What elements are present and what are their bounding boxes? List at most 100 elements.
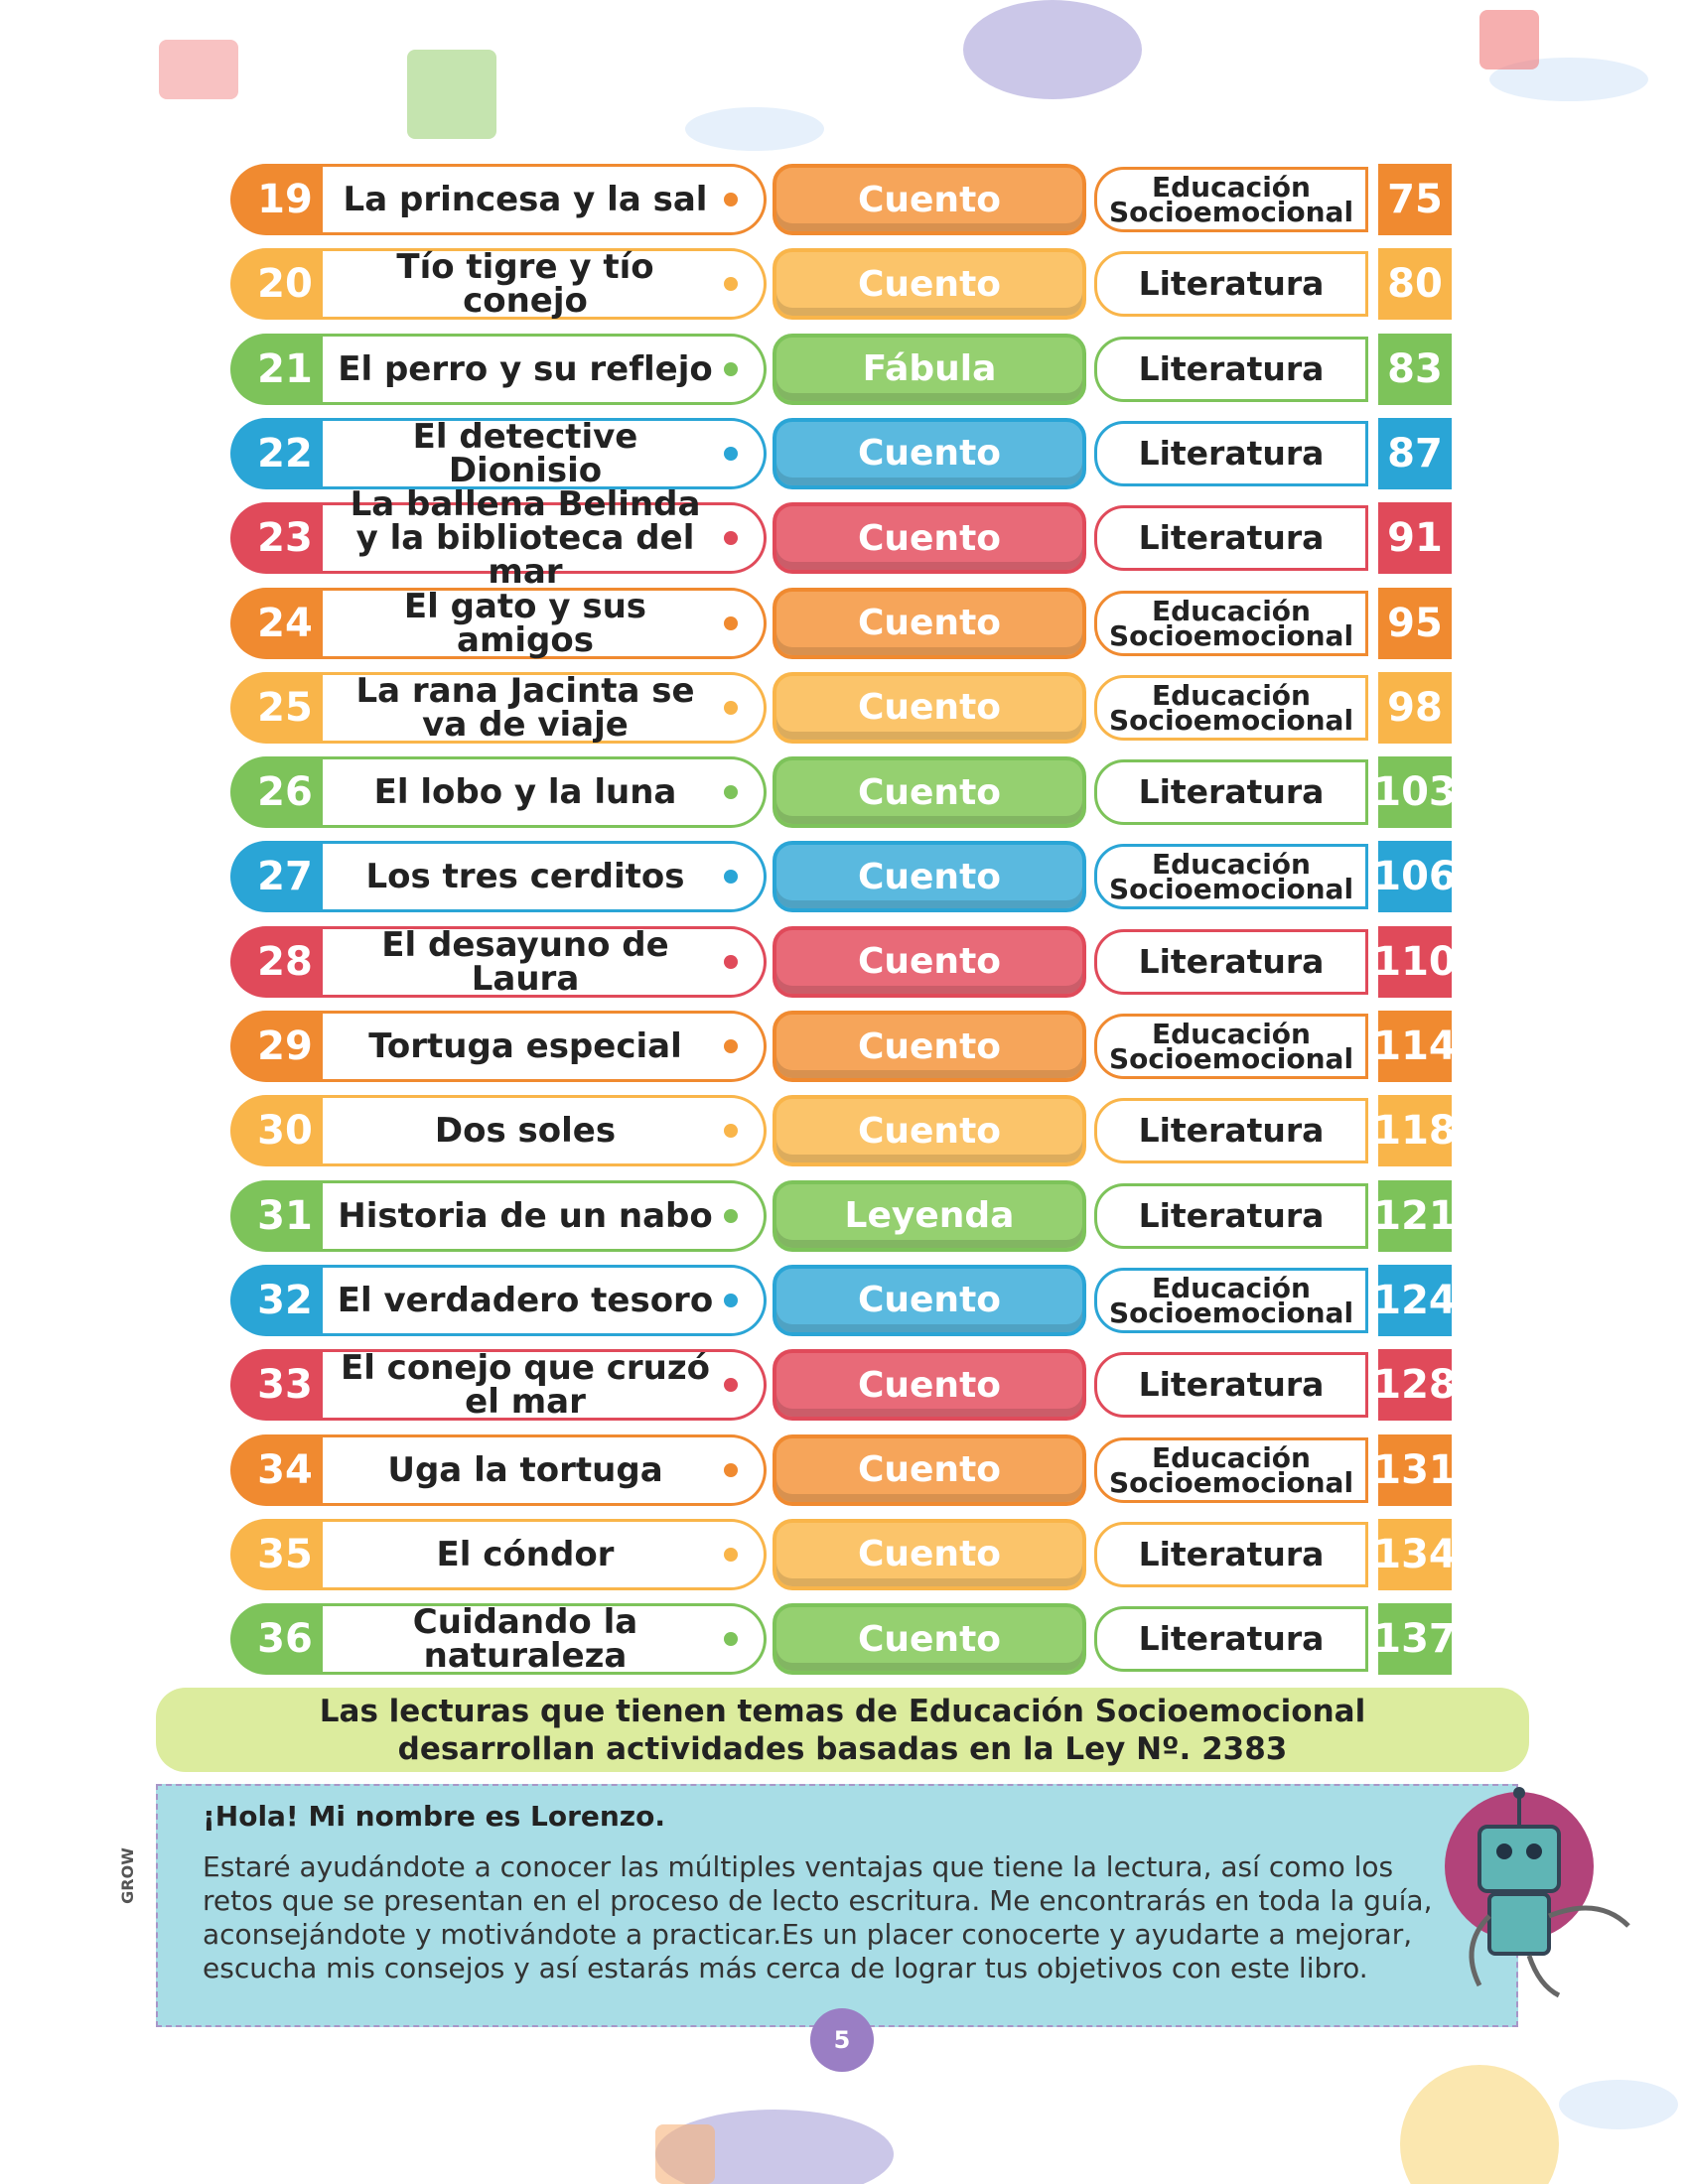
row-dot [724, 1039, 738, 1053]
row-number: 28 [230, 925, 326, 998]
row-title: Los tres cerditos [323, 841, 767, 913]
row-number: 21 [230, 333, 326, 405]
robot-illustration [1445, 1787, 1630, 1998]
row-area: Educación Socioemocional [1094, 674, 1368, 741]
row-number: 24 [230, 587, 326, 659]
row-title: La princesa y la sal [323, 164, 767, 235]
row-area: Literatura [1094, 759, 1368, 826]
row-area: Educación Socioemocional [1094, 590, 1368, 656]
row-area: Literatura [1094, 1352, 1368, 1419]
row-title: El perro y su reflejo [323, 333, 767, 405]
row-title: Cuidando la naturaleza [323, 1603, 767, 1676]
note: Las lecturas que tienen temas de Educaci… [156, 1688, 1529, 1772]
row-dot [724, 1293, 738, 1307]
row-number: 33 [230, 1349, 326, 1422]
row-genre: Cuento [773, 248, 1086, 321]
row-genre: Fábula [773, 333, 1086, 405]
row-genre: Cuento [773, 671, 1086, 744]
row-title: Tío tigre y tío conejo [323, 248, 767, 321]
row-dot [724, 785, 738, 800]
row-area: Literatura [1094, 1098, 1368, 1164]
row-title: Tortuga especial [323, 1011, 767, 1082]
row-title: El conejo que cruzó el mar [323, 1349, 767, 1422]
row-title: Historia de un nabo [323, 1179, 767, 1252]
row-page: 118 [1373, 1095, 1457, 1167]
row-genre: Cuento [773, 1433, 1086, 1506]
row-genre: Cuento [773, 756, 1086, 829]
row-number: 30 [230, 1095, 326, 1167]
row-title: Uga la tortuga [323, 1433, 767, 1506]
row-genre: Cuento [773, 1011, 1086, 1082]
row-page: 80 [1378, 248, 1452, 321]
row-area: Literatura [1094, 420, 1368, 486]
row-page: 134 [1373, 1518, 1457, 1590]
intro-greeting: ¡Hola! Mi nombre es Lorenzo. [203, 1800, 665, 1833]
row-area: Literatura [1094, 928, 1368, 995]
row-page: 106 [1373, 841, 1457, 913]
row-page: 110 [1373, 925, 1457, 998]
row-dot [724, 361, 738, 376]
row-number: 23 [230, 502, 326, 575]
row-page: 75 [1378, 164, 1452, 235]
row-area: Literatura [1094, 251, 1368, 318]
row-dot [724, 1632, 738, 1647]
row-number: 35 [230, 1518, 326, 1590]
row-area: Educación Socioemocional [1094, 1014, 1368, 1079]
row-genre: Cuento [773, 1603, 1086, 1676]
intro-body: Estaré ayudándote a conocer las múltiple… [203, 1850, 1433, 1984]
row-area: Literatura [1094, 1182, 1368, 1249]
row-title: La rana Jacinta se va de viaje [323, 671, 767, 744]
row-page: 83 [1378, 333, 1452, 405]
row-genre: Cuento [773, 1518, 1086, 1590]
row-number: 26 [230, 756, 326, 829]
row-genre: Cuento [773, 417, 1086, 489]
row-number: 27 [230, 841, 326, 913]
row-area: Educación Socioemocional [1094, 167, 1368, 232]
row-dot [724, 531, 738, 546]
row-dot [724, 1124, 738, 1139]
row-page: 114 [1373, 1011, 1457, 1082]
row-title: El verdadero tesoro [323, 1264, 767, 1336]
row-page: 128 [1373, 1349, 1457, 1422]
row-page: 98 [1378, 671, 1452, 744]
row-area: Educación Socioemocional [1094, 1267, 1368, 1333]
row-dot [724, 615, 738, 630]
row-title: El cóndor [323, 1518, 767, 1590]
row-area: Educación Socioemocional [1094, 1436, 1368, 1503]
row-page: 137 [1373, 1603, 1457, 1676]
row-area: Literatura [1094, 336, 1368, 402]
row-genre: Cuento [773, 925, 1086, 998]
row-dot [724, 700, 738, 715]
row-genre: Cuento [773, 587, 1086, 659]
row-page: 131 [1373, 1433, 1457, 1506]
row-page: 103 [1373, 756, 1457, 829]
row-dot [724, 193, 738, 206]
row-title: El lobo y la luna [323, 756, 767, 829]
row-dot [724, 954, 738, 969]
row-genre: Cuento [773, 502, 1086, 575]
row-genre: Cuento [773, 164, 1086, 235]
row-genre: Cuento [773, 841, 1086, 913]
row-title: El gato y sus amigos [323, 587, 767, 659]
row-title: Dos soles [323, 1095, 767, 1167]
row-title: El detective Dionisio [323, 417, 767, 489]
row-page: 124 [1373, 1264, 1457, 1336]
row-dot [724, 277, 738, 292]
row-genre: Leyenda [773, 1179, 1086, 1252]
row-area: Educación Socioemocional [1094, 844, 1368, 910]
row-number: 20 [230, 248, 326, 321]
row-number: 22 [230, 417, 326, 489]
row-title: La ballena Belinda y la biblioteca del m… [323, 487, 767, 589]
row-number: 31 [230, 1179, 326, 1252]
row-dot [724, 446, 738, 461]
row-number: 29 [230, 1011, 326, 1082]
row-dot [724, 1547, 738, 1562]
row-genre: Cuento [773, 1264, 1086, 1336]
row-area: Literatura [1094, 1521, 1368, 1587]
row-area: Literatura [1094, 505, 1368, 572]
row-number: 36 [230, 1603, 326, 1676]
row-genre: Cuento [773, 1349, 1086, 1422]
row-number: 32 [230, 1264, 326, 1336]
